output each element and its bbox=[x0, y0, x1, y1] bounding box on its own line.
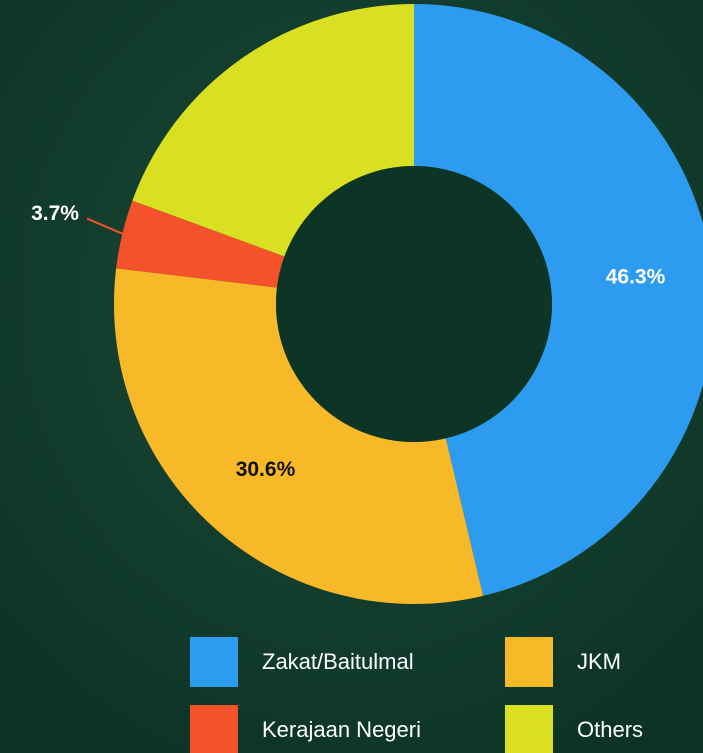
value-label: 3.7% bbox=[31, 202, 79, 225]
legend-label: Others bbox=[577, 717, 643, 742]
legend-label: Kerajaan Negeri bbox=[262, 717, 421, 742]
legend-label: JKM bbox=[577, 649, 621, 674]
page: 46.3% 30.6% 3.7% Zakat/Baitulmal JKM Kerajaan… bbox=[0, 0, 703, 753]
chart: 46.3% 30.6% 3.7% Zakat/Baitulmal JKM Kerajaan… bbox=[0, 0, 703, 753]
legend-label: Zakat/Baitulmal bbox=[262, 649, 414, 674]
value-label: 30.6% bbox=[236, 458, 296, 481]
legend-swatch bbox=[505, 705, 553, 753]
value-label: 46.3% bbox=[606, 266, 666, 289]
donut-hole bbox=[276, 166, 552, 442]
legend-swatch bbox=[505, 637, 553, 687]
legend-swatch bbox=[190, 705, 238, 753]
legend-swatch bbox=[190, 637, 238, 687]
